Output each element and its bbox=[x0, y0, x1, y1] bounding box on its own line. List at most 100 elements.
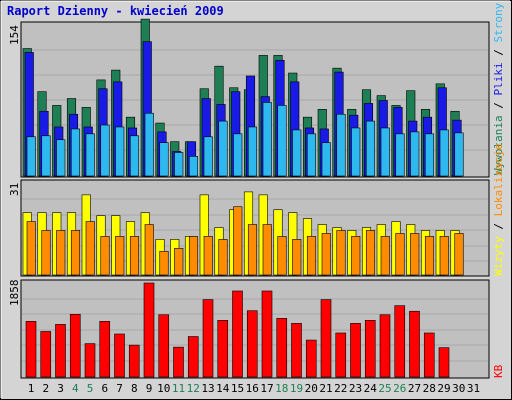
bar-kb bbox=[158, 314, 170, 378]
bar-files bbox=[410, 131, 420, 177]
bar-hits bbox=[233, 206, 243, 276]
bar-kb bbox=[128, 344, 140, 378]
bar-files bbox=[454, 132, 464, 177]
bar-files bbox=[129, 135, 140, 177]
x-tick-label: 23 bbox=[349, 382, 362, 395]
bar-kb bbox=[320, 299, 332, 378]
bar-hits bbox=[159, 250, 169, 276]
bar-hits bbox=[188, 236, 199, 276]
bar-kb bbox=[246, 310, 258, 378]
bar-kb bbox=[261, 290, 273, 378]
legend-entry: / bbox=[492, 43, 505, 63]
bar-hits bbox=[424, 236, 435, 276]
bar-kb bbox=[55, 324, 66, 378]
bottom-y-max-label: 1858 bbox=[8, 280, 21, 307]
bar-kb bbox=[143, 282, 155, 378]
legend-middle: Wizyty / Lokalizacje bbox=[492, 144, 505, 276]
bar-files bbox=[70, 128, 81, 177]
legend-bottom: KB bbox=[492, 364, 505, 378]
x-tick-label: 20 bbox=[305, 382, 318, 395]
bar-kb bbox=[423, 332, 435, 378]
x-tick-label: 16 bbox=[246, 382, 259, 395]
x-tick-label: 7 bbox=[116, 382, 123, 395]
x-tick-label: 8 bbox=[131, 382, 138, 395]
bar-files bbox=[144, 112, 154, 177]
bar-files bbox=[159, 142, 169, 177]
middle-y-max-label: 31 bbox=[8, 183, 21, 196]
bar-files bbox=[424, 133, 435, 177]
legend-top: Wywołania / Pliki / Strony bbox=[492, 2, 505, 175]
x-axis-labels: 1 2 3 4 5 6 7 8 9 10 11 12 13 14 15 16 17 18 19 20 21 22 23 24 2… bbox=[28, 382, 480, 395]
x-tick-label: 26 bbox=[393, 382, 406, 395]
legend-entry: Strony bbox=[492, 2, 505, 42]
bar-hits bbox=[218, 239, 228, 276]
bar-hits bbox=[380, 236, 390, 276]
x-tick-label: 22 bbox=[334, 382, 347, 395]
legend-entry: Wywołania bbox=[492, 115, 505, 175]
bar-files bbox=[115, 126, 125, 177]
bar-hits bbox=[321, 233, 331, 276]
x-tick-label: 15 bbox=[231, 382, 244, 395]
bar-hits bbox=[203, 236, 213, 276]
bar-files bbox=[85, 133, 95, 177]
bar-files bbox=[336, 113, 346, 177]
x-tick-label: 5 bbox=[87, 382, 94, 395]
bar-hits bbox=[144, 224, 154, 276]
bar-kb bbox=[40, 331, 52, 378]
bar-kb bbox=[438, 347, 450, 378]
legend-entry: Pliki bbox=[492, 62, 505, 95]
bar-hits bbox=[129, 236, 140, 276]
bar-files bbox=[188, 156, 199, 177]
bar-hits bbox=[292, 239, 302, 276]
chart-title: Raport Dzienny - kwiecień 2009 bbox=[7, 4, 224, 18]
bar-hits bbox=[410, 233, 420, 276]
x-tick-label: 1 bbox=[28, 382, 35, 395]
bar-files bbox=[321, 142, 331, 177]
bar-hits bbox=[26, 221, 36, 276]
bar-kb bbox=[99, 321, 111, 378]
x-tick-label: 31 bbox=[467, 382, 480, 395]
x-tick-label: 11 bbox=[172, 382, 185, 395]
bar-files bbox=[174, 152, 184, 177]
bar-hits bbox=[100, 236, 110, 276]
x-tick-label: 28 bbox=[423, 382, 436, 395]
x-tick-label: 13 bbox=[201, 382, 214, 395]
x-tick-label: 6 bbox=[101, 382, 108, 395]
bar-kb bbox=[394, 305, 406, 378]
bar-kb bbox=[84, 343, 96, 378]
bar-files bbox=[56, 139, 66, 177]
legend-entry: / bbox=[492, 96, 505, 116]
x-tick-label: 29 bbox=[437, 382, 450, 395]
bar-kb bbox=[187, 336, 199, 378]
bar-files bbox=[26, 136, 36, 177]
x-tick-label: 30 bbox=[452, 382, 465, 395]
bar-files bbox=[277, 105, 287, 177]
bar-hits bbox=[306, 236, 317, 276]
bar-hits bbox=[85, 221, 95, 276]
bar-files bbox=[203, 136, 213, 177]
bar-kb bbox=[409, 310, 420, 378]
bar-files bbox=[262, 102, 272, 177]
x-tick-label: 4 bbox=[72, 382, 79, 395]
bar-kb bbox=[232, 290, 243, 378]
bar-kb bbox=[335, 332, 347, 378]
bar-files bbox=[247, 126, 258, 177]
legend-entry: KB bbox=[492, 364, 505, 378]
bar-files bbox=[351, 127, 361, 177]
bar-files bbox=[306, 133, 317, 177]
x-tick-label: 25 bbox=[378, 382, 391, 395]
bar-kb bbox=[364, 320, 376, 378]
bar-hits bbox=[277, 236, 287, 276]
legend-entry: Wizyty bbox=[492, 236, 505, 276]
bar-hits bbox=[70, 230, 81, 276]
bar-hits bbox=[262, 224, 272, 276]
bar-files bbox=[439, 129, 449, 177]
bar-kb bbox=[173, 346, 184, 378]
x-tick-label: 18 bbox=[275, 382, 288, 395]
bar-kb bbox=[217, 320, 229, 378]
bar-hits bbox=[395, 233, 405, 276]
x-tick-label: 21 bbox=[319, 382, 332, 395]
bar-files bbox=[218, 120, 228, 177]
bar-hits bbox=[439, 236, 449, 276]
